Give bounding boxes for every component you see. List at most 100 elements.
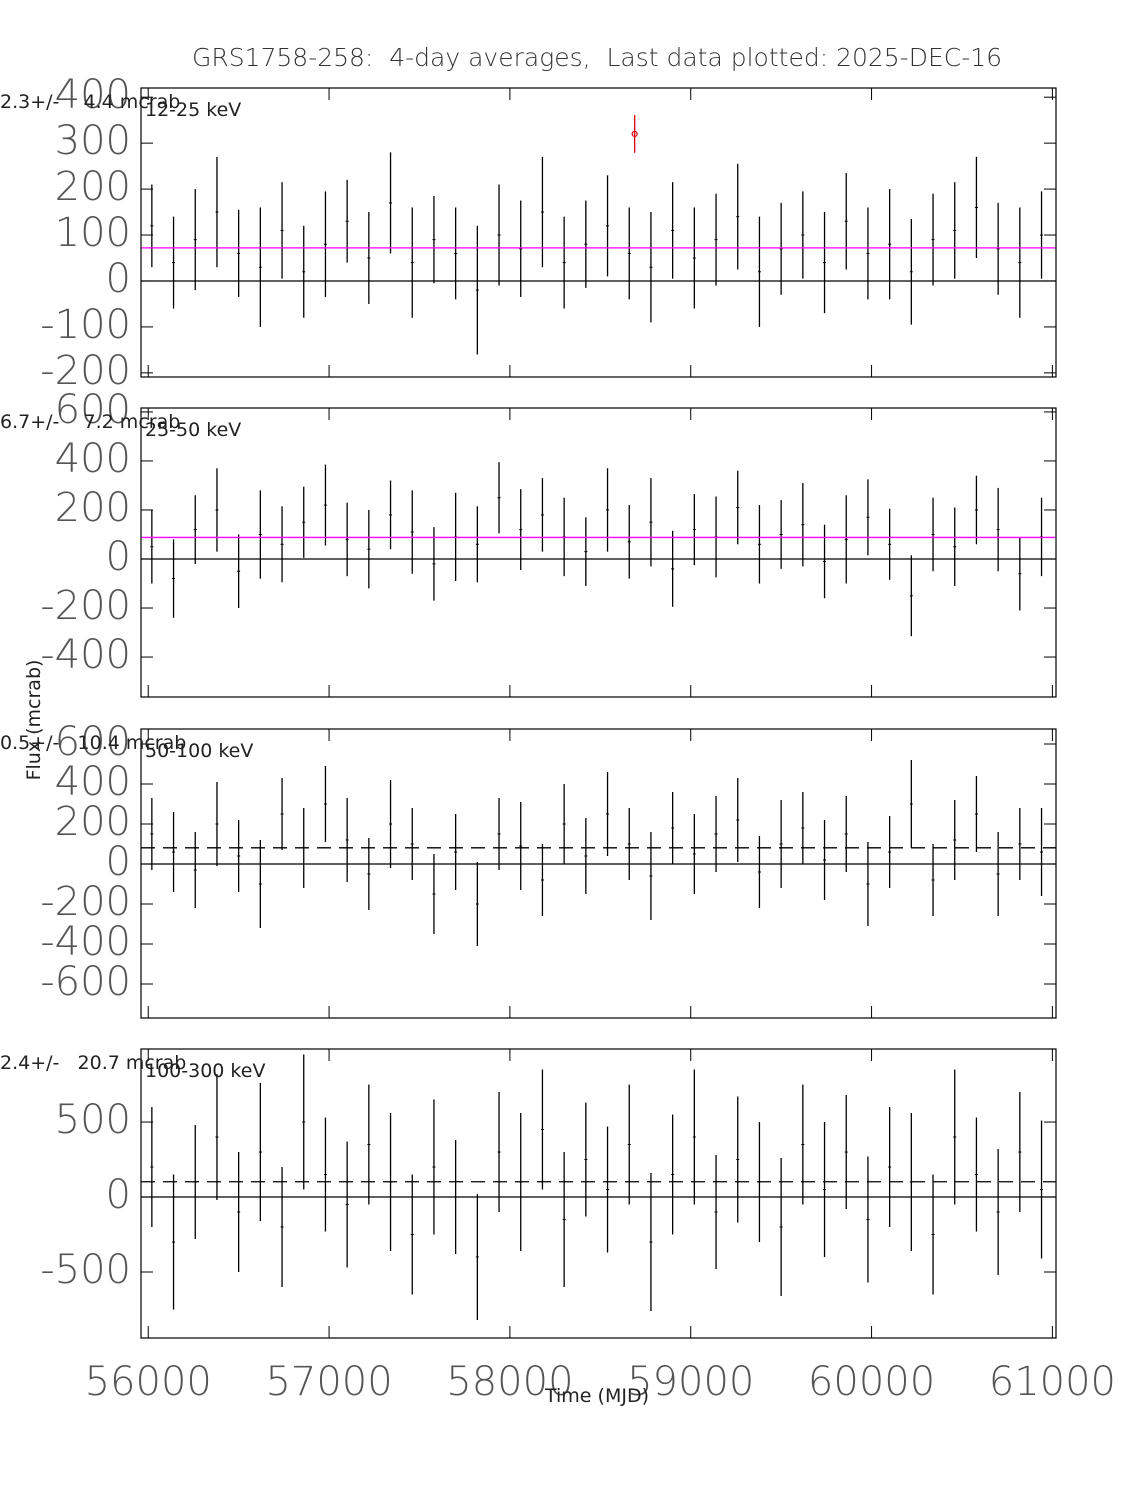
panel: -500 0 500 56000 57000 58000 59000 60000 61000 10… (0, 1048, 1116, 1407)
error-bar (671, 792, 675, 864)
error-bar (1018, 207, 1022, 318)
error-bar (345, 502, 349, 577)
y-tick-label: 300 (55, 118, 131, 164)
error-bar (714, 193, 718, 286)
y-tick-label: 500 (55, 1097, 131, 1143)
error-bar (172, 539, 176, 618)
error-bar (323, 1117, 327, 1232)
error-bar (345, 798, 349, 882)
error-bar (410, 207, 414, 318)
error-bar (584, 818, 588, 894)
error-bar (844, 495, 848, 584)
error-bar (258, 1083, 262, 1222)
error-bar (714, 1155, 718, 1270)
error-bar (606, 772, 610, 856)
y-tick-label: 200 (55, 799, 131, 845)
error-bar (172, 812, 176, 892)
y-tick-label: 200 (55, 485, 131, 531)
error-bar (193, 189, 197, 291)
error-bar (844, 796, 848, 872)
error-bar (540, 478, 544, 552)
error-bar (844, 173, 848, 270)
error-bar (1018, 808, 1022, 880)
error-bar (258, 840, 262, 928)
y-tick-label: -600 (40, 959, 131, 1005)
error-bar (323, 766, 327, 842)
error-bar (562, 1152, 566, 1288)
error-bar (497, 798, 501, 870)
error-bar (888, 816, 892, 888)
x-tick-label: 57000 (265, 1359, 392, 1405)
error-bar (475, 1194, 479, 1321)
plot-area (141, 115, 1056, 355)
error-bar (866, 1156, 870, 1283)
error-bar (931, 193, 935, 286)
y-axis-label: Flux (mcrab) (23, 660, 45, 781)
plot-frame (140, 728, 1057, 1019)
x-axis-label: Time (MJD) (544, 1385, 649, 1407)
mean-annotation: 2.4+/- 20.7 mcrab (0, 1052, 186, 1074)
error-bar (1018, 536, 1022, 611)
error-bar (258, 490, 262, 579)
error-bar (432, 527, 436, 601)
error-bar (172, 216, 176, 309)
error-bar (323, 464, 327, 546)
error-bar (909, 555, 913, 637)
error-bar (909, 218, 913, 325)
y-tick-label: 0 (106, 1172, 131, 1218)
error-bar (649, 832, 653, 920)
error-bar (627, 808, 631, 880)
y-tick-label: 400 (55, 436, 131, 482)
error-bar (367, 1084, 371, 1205)
y-tick-label: 600 (55, 719, 131, 765)
error-bar (671, 182, 675, 279)
y-tick-label: 400 (55, 759, 131, 805)
error-bar (801, 483, 805, 567)
y-tick-label: 600 (55, 387, 131, 433)
error-bar (540, 156, 544, 268)
error-bar (692, 207, 696, 309)
error-bar (497, 184, 501, 286)
y-tick-label: -400 (40, 919, 131, 965)
error-bar (584, 200, 588, 288)
error-bar (497, 1092, 501, 1213)
error-bar (866, 842, 870, 926)
x-tick-label: 58000 (446, 1359, 573, 1405)
error-bar (649, 1173, 653, 1312)
error-bar (540, 844, 544, 916)
error-bar (649, 478, 653, 567)
error-bar (367, 838, 371, 910)
error-bar (562, 216, 566, 309)
error-bar (519, 489, 523, 571)
y-tick-label: -200 (40, 583, 131, 629)
error-bar (736, 163, 740, 270)
error-bar (454, 1140, 458, 1255)
y-tick-label: 0 (106, 534, 131, 580)
y-tick-label: -100 (40, 302, 131, 348)
error-bar (606, 1126, 610, 1253)
error-bar (844, 1095, 848, 1210)
band-label: 12-25 keV (145, 99, 241, 121)
error-bar (649, 212, 653, 323)
error-bar (866, 207, 870, 300)
error-bar (540, 1069, 544, 1190)
error-bar (953, 800, 957, 880)
y-tick-label: -400 (40, 632, 131, 678)
error-bar (215, 1074, 219, 1201)
error-bar (801, 191, 805, 279)
plot-frame (140, 87, 1057, 378)
error-bar (215, 782, 219, 866)
error-bar (931, 1174, 935, 1295)
error-bar (432, 1099, 436, 1235)
error-bar (454, 207, 458, 300)
error-bar (974, 776, 978, 852)
error-bar (1040, 1120, 1044, 1259)
band-label: 25-50 keV (145, 419, 241, 441)
error-bar (671, 1114, 675, 1235)
error-bar (801, 1084, 805, 1205)
error-bar (410, 1174, 414, 1295)
error-bar (692, 494, 696, 566)
error-bar (258, 207, 262, 327)
error-bar (996, 832, 1000, 916)
